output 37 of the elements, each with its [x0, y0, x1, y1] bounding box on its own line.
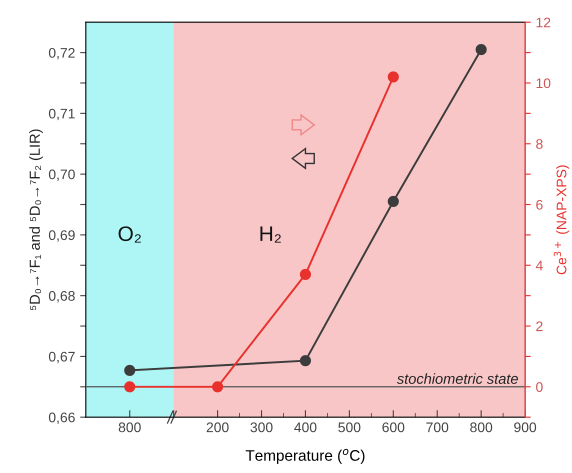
y2-tick-label: 4	[536, 260, 543, 270]
y2-tick-label: 8	[536, 139, 543, 149]
y-tick-label: 0,68	[48, 290, 75, 302]
x-tick-label: 500	[338, 422, 360, 432]
y2-tick-label: 2	[536, 321, 543, 332]
x-tick-label: 200	[206, 422, 229, 432]
point	[476, 44, 487, 56]
y-tick-label: 0,66	[48, 412, 75, 424]
x-axis-title: Temperature ($^{o}$C)	[246, 448, 364, 464]
x-tick-label: 300	[250, 422, 273, 432]
point	[300, 268, 312, 280]
point	[300, 355, 312, 366]
x-tick-label: 800	[118, 422, 141, 432]
point	[388, 196, 399, 208]
y-tick-label: 0,67	[48, 352, 75, 364]
y2-tick-label: 6	[536, 200, 543, 210]
y-axis-title: ⁵D₀→⁷F₁ and ⁵D₀→⁷F₂ (LIR)	[29, 129, 43, 310]
point	[388, 71, 399, 82]
x-tick-label: 900	[514, 422, 536, 432]
y2-axis-title: Ce$^{3+}$ (NAP-XPS)	[554, 165, 570, 274]
point	[212, 381, 224, 392]
y-tick-label: 0,72	[48, 48, 75, 60]
point	[124, 364, 136, 376]
ref-line-label: stochiometric state	[396, 373, 518, 384]
y2-tick-label: 12	[536, 18, 550, 28]
y2-tick-label: 0	[536, 382, 543, 392]
point	[124, 381, 136, 392]
annotation: H₂	[260, 226, 281, 243]
x-tick-label: 600	[382, 422, 404, 432]
x-tick-label: 700	[426, 422, 448, 432]
y-tick-label: 0,71	[48, 108, 75, 120]
y-tick-label: 0,70	[48, 169, 75, 181]
x-tick-label: 800	[470, 422, 492, 432]
y2-tick-label: 10	[536, 78, 550, 88]
y-tick-label: 0,69	[48, 230, 75, 242]
x-tick-label: 400	[294, 422, 316, 432]
annotation: O₂	[118, 226, 141, 243]
